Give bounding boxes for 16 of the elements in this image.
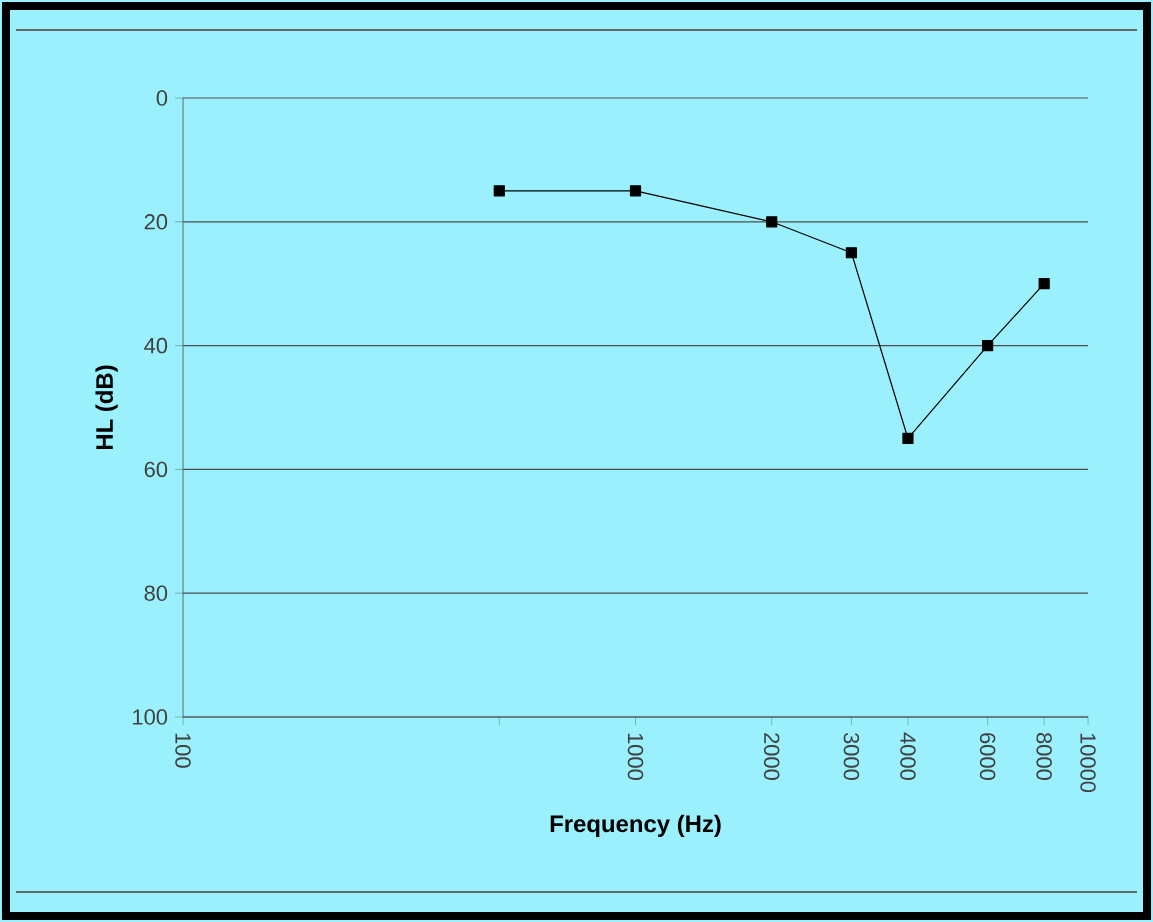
x-tick-label: 8000 xyxy=(1036,732,1052,780)
x-tick-label: 6000 xyxy=(979,733,996,780)
x-tick-label: 3000 xyxy=(843,732,860,780)
y-tick-label: 80 xyxy=(144,585,168,601)
y-axis-title: HL (dB) xyxy=(95,365,118,450)
x-tick-label: 2000 xyxy=(763,733,780,780)
y-tick-label: 0 xyxy=(156,90,168,106)
y-tick-label: 20 xyxy=(144,214,168,230)
x-tick-label: 100 xyxy=(175,733,191,768)
y-tick-label: 60 xyxy=(144,461,168,478)
y-tick-label: 40 xyxy=(144,337,168,354)
y-tick-label: 100 xyxy=(133,709,168,725)
x-tick-label: 1000 xyxy=(627,733,644,780)
x-axis-title: Frequency (Hz) xyxy=(550,814,721,837)
x-tick-label: 4000 xyxy=(900,732,916,780)
x-tick-label: 10000 xyxy=(1080,733,1096,793)
